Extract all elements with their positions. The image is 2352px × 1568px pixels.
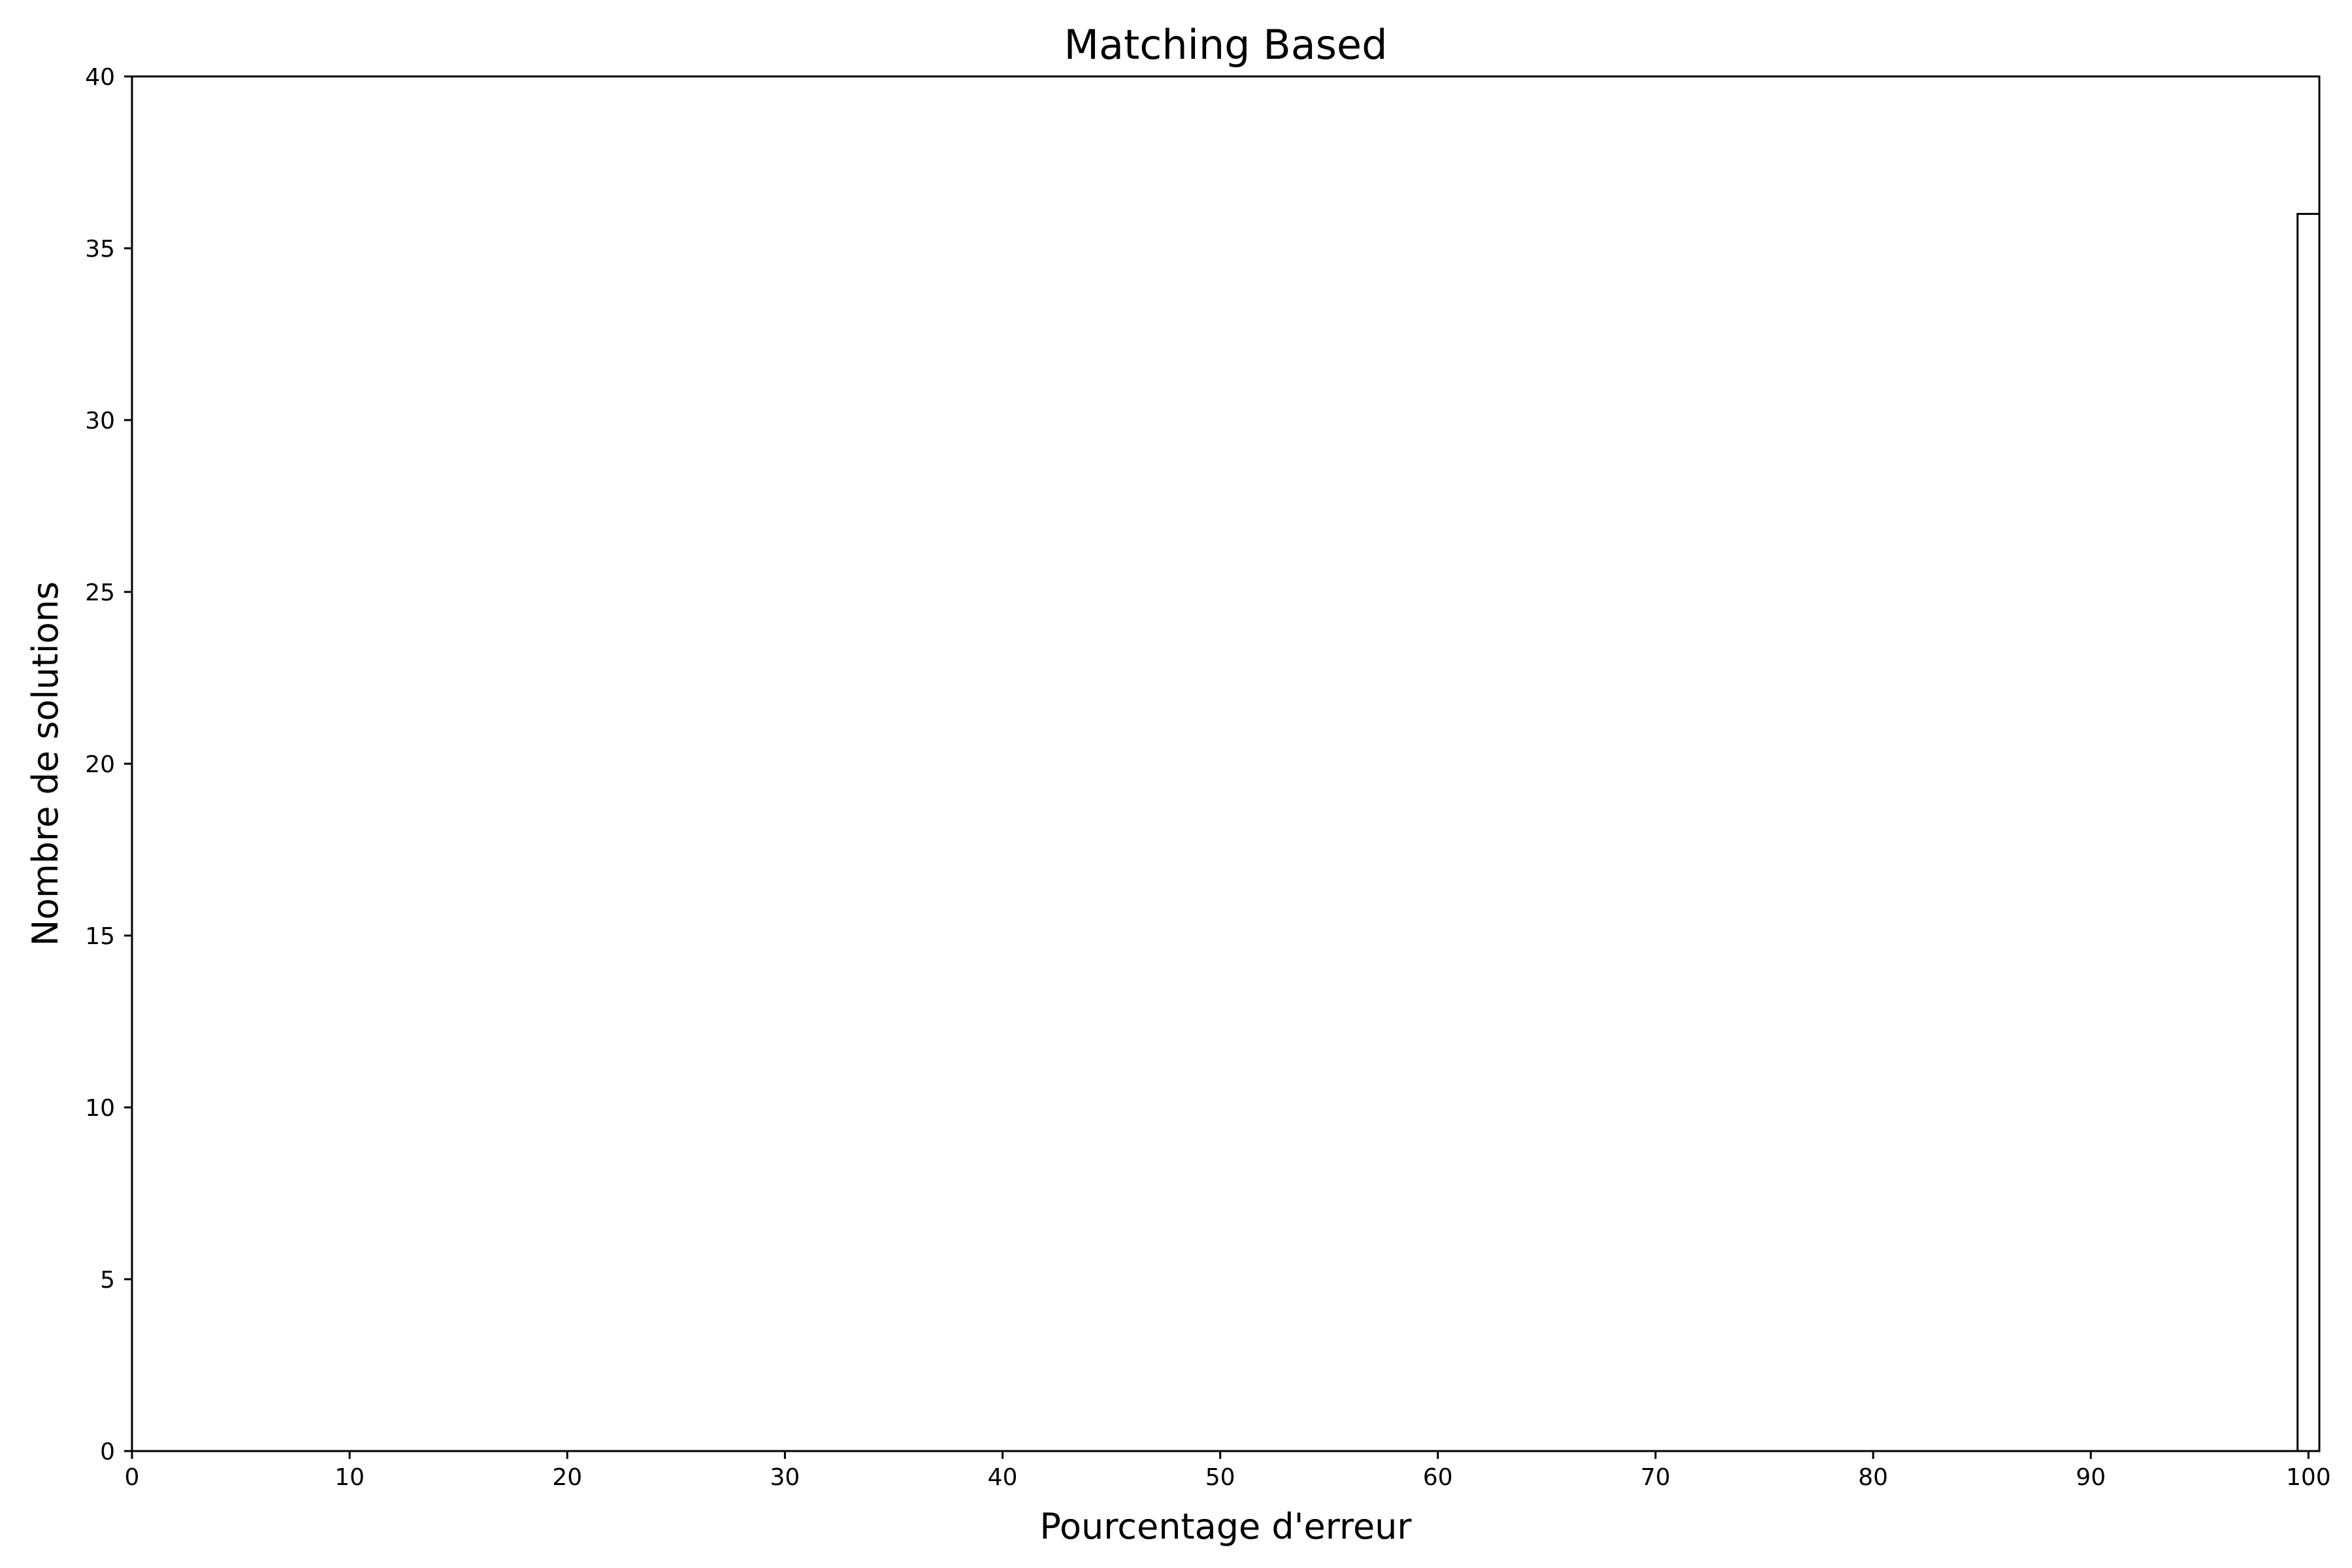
y-tick-label: 20: [85, 751, 115, 778]
x-tick-label: 70: [1641, 1464, 1671, 1491]
y-tick-label: 25: [85, 580, 115, 606]
x-tick-label: 30: [770, 1464, 800, 1491]
bars-group: [2296, 212, 2321, 1452]
x-tick-label: 100: [2286, 1464, 2331, 1491]
y-tick-label: 10: [85, 1095, 115, 1122]
x-tick-label: 60: [1423, 1464, 1453, 1491]
y-tick-label: 5: [100, 1267, 115, 1294]
chart-title: Matching Based: [1064, 21, 1387, 69]
x-tick-label: 50: [1205, 1464, 1235, 1491]
x-tick-label: 10: [335, 1464, 365, 1491]
x-axis-ticks: 0 10 20 30 40 50 60 70 80 90 100: [125, 1451, 2331, 1491]
y-tick-label: 30: [85, 408, 115, 434]
x-tick-label: 90: [2076, 1464, 2106, 1491]
y-axis-ticks: 0 5 10 15 20 25 30 35 40: [85, 64, 132, 1465]
y-tick-label: 0: [100, 1439, 115, 1465]
x-axis-label: Pourcentage d'erreur: [1039, 1506, 1412, 1547]
x-tick-label: 20: [552, 1464, 582, 1491]
x-tick-label: 0: [125, 1464, 140, 1491]
x-tick-label: 40: [988, 1464, 1018, 1491]
histogram-bar-0: [2296, 212, 2321, 1452]
y-tick-label: 35: [85, 236, 115, 263]
x-tick-label: 80: [1858, 1464, 1888, 1491]
y-tick-label: 15: [85, 923, 115, 950]
y-axis-label: Nombre de solutions: [25, 581, 66, 946]
y-tick-label: 40: [85, 64, 115, 91]
plot-area: 0 10 20 30 40 50 60 70 80 90 100 0 5 10 15 20 25 30 35 40: [85, 64, 2331, 1491]
